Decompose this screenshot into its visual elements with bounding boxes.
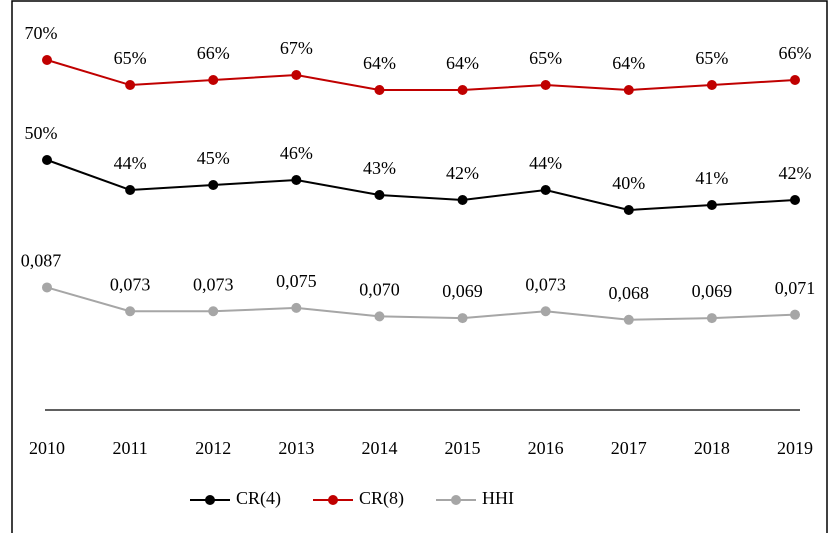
x-tick-label: 2019 — [777, 438, 813, 458]
legend-marker — [451, 495, 461, 505]
data-point — [125, 306, 136, 317]
data-point — [790, 195, 800, 205]
data-label: 0,071 — [775, 278, 816, 298]
data-point — [457, 313, 468, 324]
data-label: 0,073 — [110, 274, 151, 294]
data-label: 41% — [695, 168, 728, 188]
legend-marker — [205, 495, 215, 505]
x-tick-label: 2017 — [611, 438, 647, 458]
data-point — [374, 190, 385, 200]
series-line — [46, 59, 796, 92]
data-point — [291, 302, 302, 313]
data-label: 42% — [779, 163, 812, 183]
data-point — [457, 85, 468, 95]
data-label: 0,070 — [359, 280, 400, 300]
x-tick-label: 2012 — [195, 438, 231, 458]
data-point — [790, 309, 800, 320]
data-label: 0,073 — [525, 274, 566, 294]
data-point — [42, 155, 52, 165]
data-label: 46% — [280, 143, 313, 163]
data-label: 64% — [446, 53, 479, 73]
data-label: 44% — [114, 153, 147, 173]
data-label: 43% — [363, 158, 396, 178]
data-label: 64% — [612, 53, 645, 73]
legend-label: HHI — [482, 488, 514, 508]
series-line — [46, 286, 796, 321]
data-point — [623, 205, 634, 215]
data-label: 0,075 — [276, 271, 317, 291]
data-point — [706, 80, 717, 90]
data-label: 70% — [25, 23, 58, 43]
data-point — [291, 175, 302, 185]
x-tick-label: 2010 — [29, 438, 65, 458]
data-point — [457, 195, 468, 205]
data-label: 66% — [779, 43, 812, 63]
x-tick-label: 2013 — [278, 438, 314, 458]
data-label: 45% — [197, 148, 230, 168]
data-label: 64% — [363, 53, 396, 73]
data-point — [706, 313, 717, 324]
data-point — [374, 85, 385, 95]
data-point — [374, 311, 385, 322]
data-point — [208, 75, 219, 85]
data-label: 50% — [25, 123, 58, 143]
x-tick-label: 2018 — [694, 438, 730, 458]
data-point — [42, 55, 52, 65]
data-point — [790, 75, 800, 85]
data-point — [208, 306, 219, 317]
x-tick-label: 2016 — [528, 438, 564, 458]
data-label: 65% — [695, 48, 728, 68]
data-point — [125, 185, 136, 195]
data-label: 42% — [446, 163, 479, 183]
series-line — [46, 159, 796, 212]
x-tick-label: 2015 — [445, 438, 481, 458]
data-point — [125, 80, 136, 90]
data-point — [623, 314, 634, 325]
data-label: 66% — [197, 43, 230, 63]
data-point — [623, 85, 634, 95]
legend-label: CR(8) — [359, 488, 404, 509]
data-label: 0,087 — [21, 251, 62, 271]
data-label: 44% — [529, 153, 562, 173]
legend-label: CR(4) — [236, 488, 281, 509]
data-label: 0,068 — [609, 283, 650, 303]
frame — [11, 0, 828, 533]
x-tick-label: 2014 — [361, 438, 397, 458]
data-label: 0,069 — [692, 281, 733, 301]
data-point — [706, 200, 717, 210]
data-point — [291, 70, 302, 80]
data-label: 67% — [280, 38, 313, 58]
data-point — [208, 180, 219, 190]
data-label: 65% — [114, 48, 147, 68]
data-point — [42, 282, 52, 293]
data-point — [540, 185, 551, 195]
x-tick-label: 2011 — [112, 438, 147, 458]
data-label: 65% — [529, 48, 562, 68]
data-label: 40% — [612, 173, 645, 193]
data-label: 0,073 — [193, 274, 234, 294]
data-point — [540, 306, 551, 317]
data-point — [540, 80, 551, 90]
legend-marker — [328, 495, 338, 505]
data-label: 0,069 — [442, 281, 483, 301]
